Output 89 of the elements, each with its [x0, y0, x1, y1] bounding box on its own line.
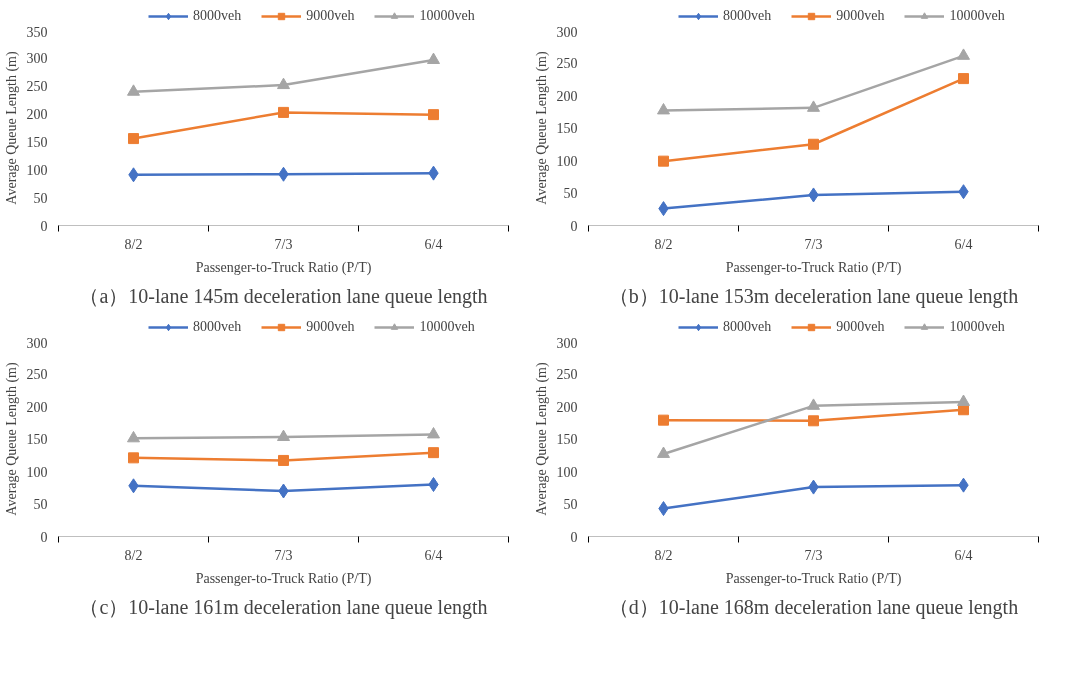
x-tick-label: 7/3 — [274, 236, 293, 252]
point — [428, 477, 439, 492]
y-axis-title: Average Queue Length (m) — [3, 362, 20, 516]
point — [428, 447, 439, 459]
legend-label: 10000veh — [949, 319, 1005, 335]
point — [128, 133, 139, 145]
y-tick-label: 300 — [556, 335, 578, 351]
x-tick-label: 7/3 — [274, 547, 293, 563]
point — [277, 77, 290, 90]
point — [957, 48, 970, 60]
legend-label: 8000veh — [193, 319, 242, 335]
point — [428, 109, 439, 121]
point — [808, 415, 819, 427]
point — [808, 138, 819, 150]
y-tick-label: 250 — [26, 79, 48, 95]
y-tick-label: 50 — [33, 497, 48, 512]
point — [807, 100, 820, 112]
x-tick-label: 7/3 — [804, 236, 823, 252]
y-tick-label: 200 — [556, 88, 578, 104]
y-tick-label: 150 — [26, 134, 48, 150]
point — [127, 84, 140, 96]
point — [807, 398, 820, 410]
point — [277, 429, 290, 442]
point — [128, 452, 139, 464]
x-tick-label: 7/3 — [804, 547, 823, 563]
y-tick-label: 150 — [26, 432, 48, 447]
legend-label: 9000veh — [836, 319, 885, 335]
y-tick-label: 100 — [556, 464, 578, 480]
y-axis-title: Average Queue Length (m) — [3, 51, 20, 205]
y-tick-label: 50 — [563, 497, 578, 512]
y-tick-label: 200 — [556, 399, 578, 415]
y-tick-label: 250 — [556, 56, 578, 71]
y-tick-label: 0 — [40, 218, 48, 234]
x-axis-title: Passenger-to-Truck Ratio (P/T) — [195, 259, 372, 276]
legend-label: 9000veh — [836, 8, 885, 24]
y-tick-label: 0 — [570, 529, 578, 545]
y-tick-label: 0 — [570, 218, 578, 234]
legend-label: 9000veh — [306, 319, 355, 335]
point — [427, 52, 440, 64]
legend-label: 8000veh — [193, 8, 242, 24]
point — [957, 394, 970, 406]
y-tick-label: 300 — [556, 24, 578, 40]
point — [278, 106, 289, 118]
legend-label: 10000veh — [949, 8, 1005, 24]
point — [658, 155, 669, 167]
y-axis-title: Average Queue Length (m) — [533, 51, 550, 205]
point — [278, 454, 289, 466]
y-tick-label: 150 — [556, 121, 578, 136]
y-tick-label: 250 — [556, 367, 578, 382]
y-tick-label: 300 — [26, 51, 48, 67]
x-tick-label: 6/4 — [954, 547, 973, 563]
point — [127, 430, 140, 443]
x-axis-title: Passenger-to-Truck Ratio (P/T) — [725, 259, 902, 276]
x-tick-label: 6/4 — [954, 236, 973, 252]
y-tick-label: 50 — [563, 186, 578, 201]
x-tick-label: 6/4 — [424, 236, 443, 252]
x-tick-label: 8/2 — [654, 547, 673, 563]
x-tick-label: 6/4 — [424, 547, 443, 563]
x-axis-title: Passenger-to-Truck Ratio (P/T) — [725, 570, 902, 587]
legend-label: 8000veh — [723, 319, 772, 335]
y-tick-label: 100 — [26, 464, 48, 480]
legend-label: 10000veh — [419, 319, 475, 335]
text: （d）10-lane 168m deceleration lane queue length — [608, 595, 1019, 619]
text: （b）10-lane 153m deceleration lane queue length — [608, 284, 1019, 308]
x-tick-label: 8/2 — [124, 547, 143, 563]
y-tick-label: 300 — [26, 335, 48, 351]
y-tick-label: 350 — [26, 24, 48, 40]
text: （c）10-lane 161m deceleration lane queue length — [79, 595, 488, 619]
x-tick-label: 8/2 — [654, 236, 673, 252]
legend-label: 8000veh — [723, 8, 772, 24]
y-tick-label: 150 — [556, 432, 578, 447]
point — [958, 73, 969, 85]
y-tick-label: 100 — [26, 162, 48, 178]
text: （a）10-lane 145m deceleration lane queue length — [79, 284, 488, 308]
point — [427, 427, 440, 439]
y-tick-label: 200 — [26, 107, 48, 123]
point — [657, 446, 670, 458]
y-tick-label: 50 — [33, 190, 48, 206]
point — [657, 103, 670, 115]
y-axis-title: Average Queue Length (m) — [533, 362, 550, 516]
legend-label: 10000veh — [419, 8, 475, 24]
x-axis-title: Passenger-to-Truck Ratio (P/T) — [195, 570, 372, 587]
x-tick-label: 8/2 — [124, 236, 143, 252]
legend-label: 9000veh — [306, 8, 355, 24]
y-tick-label: 200 — [26, 399, 48, 415]
y-tick-label: 250 — [26, 367, 48, 382]
point — [658, 414, 669, 426]
y-tick-label: 100 — [556, 153, 578, 169]
y-tick-label: 0 — [40, 529, 48, 545]
